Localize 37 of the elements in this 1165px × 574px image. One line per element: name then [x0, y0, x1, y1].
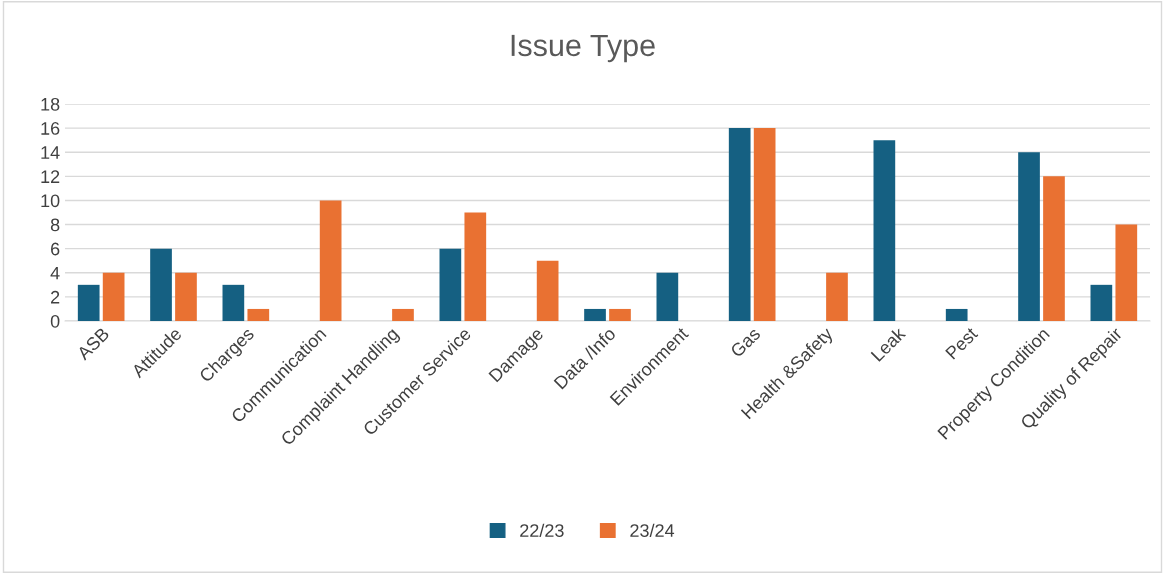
y-tick-label: 16: [41, 122, 60, 135]
bar: [1090, 284, 1113, 321]
bar: [609, 308, 631, 321]
legend-label: 22/23: [520, 523, 564, 537]
bar: [1018, 152, 1040, 321]
y-tick-label: 8: [50, 218, 60, 232]
chart-title: Issue Type: [511, 34, 655, 63]
y-tick-label: 18: [41, 97, 60, 111]
bar: [439, 248, 462, 321]
bar: [102, 272, 125, 321]
bar: [536, 260, 559, 321]
bar: [584, 308, 606, 321]
y-tick-label: 4: [50, 266, 60, 280]
y-tick-label: 14: [41, 146, 60, 159]
bar: [464, 212, 487, 321]
bar: [753, 128, 776, 321]
bar: [175, 272, 197, 321]
bar: [945, 308, 968, 321]
x-tick-label: Gas: [729, 326, 762, 359]
y-tick-label: 12: [41, 170, 60, 183]
bar: [656, 272, 679, 321]
y-tick-label: 0: [50, 314, 60, 328]
bar: [1115, 224, 1138, 321]
legend-label: 23/24: [630, 523, 675, 537]
bar: [77, 284, 100, 321]
bar: [826, 272, 848, 321]
bar: [1043, 176, 1065, 321]
bar: [873, 140, 896, 321]
bar: [222, 284, 245, 321]
bar: [247, 308, 270, 321]
bar: [728, 128, 751, 321]
bar: [150, 248, 172, 321]
y-tick-label: 2: [51, 290, 60, 304]
bar: [392, 308, 414, 321]
y-tick-label: 6: [51, 242, 60, 256]
bar: [319, 200, 342, 321]
y-tick-label: 10: [41, 194, 60, 208]
